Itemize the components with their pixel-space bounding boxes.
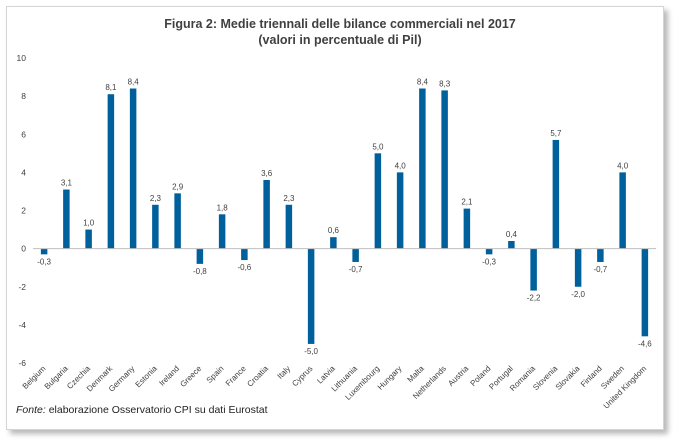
bar-germany xyxy=(129,88,137,249)
bar-luxembourg xyxy=(374,153,382,249)
y-axis: 10 8 6 4 2 0 -2 -4 -6 xyxy=(17,53,27,368)
y-tick-label: 6 xyxy=(21,129,26,139)
x-tick-label: Spain xyxy=(205,364,226,385)
data-label: 8,1 xyxy=(105,83,117,92)
data-label: -0,3 xyxy=(482,257,496,266)
data-label: -0,7 xyxy=(593,265,607,274)
bar-malta xyxy=(419,88,426,249)
data-label: 1,8 xyxy=(217,203,229,212)
source-text: elaborazione Osservatorio CPI su dati Eu… xyxy=(45,404,268,416)
bar-cyprus xyxy=(307,248,315,344)
data-label: 2,3 xyxy=(150,194,162,203)
x-tick-label: Bulgaria xyxy=(43,364,71,392)
bar-france xyxy=(241,248,248,261)
x-tick-label: Austria xyxy=(446,364,470,388)
data-label: -2,2 xyxy=(527,294,541,303)
y-tick-label: 0 xyxy=(21,244,26,254)
bar-united-kingdom xyxy=(641,248,649,337)
bar-croatia xyxy=(263,180,270,249)
data-label: 2,9 xyxy=(172,182,184,191)
data-label: 2,3 xyxy=(283,194,295,203)
y-tick-label: -4 xyxy=(18,320,26,330)
bar-belgium xyxy=(40,248,48,255)
data-label: 0,6 xyxy=(328,226,340,235)
y-tick-label: 4 xyxy=(21,167,26,177)
data-label: 8,4 xyxy=(128,78,140,87)
data-label: 4,0 xyxy=(395,161,407,170)
x-tick-label: Hungary xyxy=(376,364,404,392)
x-tick-label: Malta xyxy=(406,364,427,385)
source-note: Fonte: elaborazione Osservatorio CPI su … xyxy=(16,404,268,416)
bar-lithuania xyxy=(352,248,359,262)
data-label: 0,4 xyxy=(506,230,518,239)
data-label: 1,0 xyxy=(83,219,95,228)
data-label: 3,6 xyxy=(261,169,273,178)
bar-portugal xyxy=(508,241,515,249)
y-tick-label: 8 xyxy=(21,91,26,101)
y-tick-label: -6 xyxy=(18,358,26,368)
bar-ireland xyxy=(174,193,181,249)
data-label: -5,0 xyxy=(304,347,318,356)
chart-title: Figura 2: Medie triennali delle bilance … xyxy=(164,17,516,31)
bar-sweden xyxy=(619,172,626,249)
x-tick-label: France xyxy=(224,364,248,388)
x-tick-label: Estonia xyxy=(134,364,160,390)
chart-subtitle: (valori in percentuale di Pil) xyxy=(258,33,421,47)
bar-latvia xyxy=(330,237,337,249)
x-tick-label: Croatia xyxy=(245,364,270,389)
bar-spain xyxy=(218,214,226,249)
data-label: -4,6 xyxy=(638,339,652,348)
data-label: 5,0 xyxy=(372,142,384,151)
bar-netherlands xyxy=(441,90,448,249)
x-tick-label: Slovakia xyxy=(554,364,582,392)
y-tick-label: 10 xyxy=(17,53,27,63)
bar-austria xyxy=(463,208,471,249)
bar-romania xyxy=(530,248,537,291)
x-tick-label: Greece xyxy=(178,364,203,389)
data-label: -0,3 xyxy=(37,257,51,266)
bar-poland xyxy=(485,248,493,255)
data-label: 3,1 xyxy=(61,179,73,188)
data-label: 8,3 xyxy=(439,79,451,88)
bar-czechia xyxy=(85,229,92,249)
bar-bulgaria xyxy=(63,189,70,249)
bar-denmark xyxy=(107,94,115,249)
y-tick-label: 2 xyxy=(21,206,26,216)
data-label: -0,7 xyxy=(349,265,363,274)
bar-italy xyxy=(285,204,293,249)
bars xyxy=(40,88,649,344)
bar-slovakia xyxy=(574,248,582,287)
bar-finland xyxy=(597,248,604,262)
bar-greece xyxy=(196,248,204,264)
data-label: 2,1 xyxy=(461,198,473,207)
x-tick-label: Cyprus xyxy=(290,364,314,388)
data-label: 8,4 xyxy=(417,78,429,87)
x-tick-label: Italy xyxy=(276,364,293,381)
bar-estonia xyxy=(152,204,159,249)
source-label: Fonte: xyxy=(16,404,46,416)
x-tick-label: Ireland xyxy=(157,364,181,388)
bar-hungary xyxy=(396,172,404,249)
y-tick-label: -2 xyxy=(18,282,26,292)
data-labels: -0,3 3,1 1,0 8,1 8,4 2,3 2,9 -0,8 1,8 -0,6 3,6 2,3 -… xyxy=(37,78,652,356)
data-label: -0,6 xyxy=(237,263,251,272)
data-label: 5,7 xyxy=(550,129,562,138)
data-label: 4,0 xyxy=(617,161,629,170)
data-label: -0,8 xyxy=(193,267,207,276)
bar-slovenia xyxy=(552,139,560,249)
data-label: -2,0 xyxy=(571,290,585,299)
